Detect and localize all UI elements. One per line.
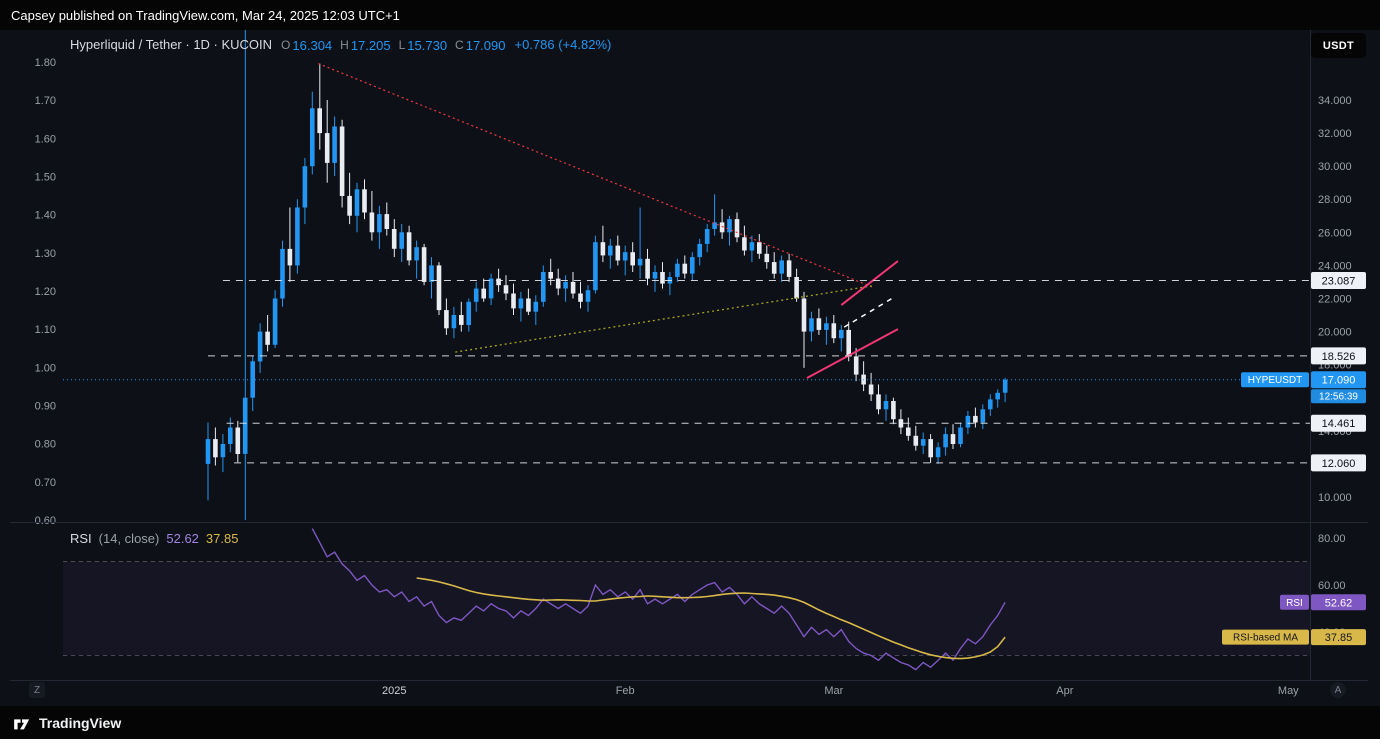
svg-text:May: May: [1278, 685, 1299, 697]
svg-text:2025: 2025: [382, 685, 406, 697]
ohlc-value: 15.730: [407, 38, 448, 53]
svg-text:Mar: Mar: [824, 685, 843, 697]
time-scale[interactable]: [0, 681, 1380, 706]
svg-text:1.40: 1.40: [35, 210, 56, 222]
svg-text:0.70: 0.70: [35, 477, 56, 489]
svg-text:22.000: 22.000: [1318, 294, 1352, 306]
ohlc-value: 17.090: [465, 38, 506, 53]
tradingview-brand: TradingView: [39, 714, 122, 731]
svg-text:1.60: 1.60: [35, 133, 56, 145]
svg-text:28.000: 28.000: [1318, 194, 1352, 206]
price-scale[interactable]: [1310, 30, 1380, 680]
svg-text:32.000: 32.000: [1318, 128, 1352, 140]
svg-text:60.00: 60.00: [1318, 580, 1346, 592]
svg-text:30.000: 30.000: [1318, 161, 1352, 173]
svg-text:0.60: 0.60: [35, 515, 56, 527]
symbol-title[interactable]: Hyperliquid / Tether · 1D · KUCOIN: [70, 37, 273, 52]
svg-text:HYPEUSDT: HYPEUSDT: [1248, 375, 1302, 386]
svg-text:1.10: 1.10: [35, 324, 56, 336]
svg-text:1.50: 1.50: [35, 172, 56, 184]
rsi-indicator-params: (14, close): [98, 531, 160, 546]
svg-text:14.461: 14.461: [1322, 418, 1356, 430]
svg-text:18.526: 18.526: [1322, 351, 1356, 363]
svg-text:Apr: Apr: [1056, 685, 1073, 697]
svg-text:80.00: 80.00: [1318, 533, 1346, 545]
svg-text:12:56:39: 12:56:39: [1319, 392, 1358, 403]
timezone-button[interactable]: Z: [29, 682, 45, 698]
auto-scale-button[interactable]: A: [1330, 682, 1346, 698]
svg-text:12.060: 12.060: [1322, 458, 1356, 470]
ohlc-values: O 16.304 H 17.205 L 15.730 C 17.090: [281, 38, 505, 53]
svg-text:1.30: 1.30: [35, 248, 56, 260]
rsi-indicator-title[interactable]: RSI: [70, 531, 92, 546]
ohlc-value: 17.205: [350, 38, 391, 53]
svg-text:1.00: 1.00: [35, 362, 56, 374]
svg-text:20.000: 20.000: [1318, 327, 1352, 339]
svg-text:RSI-based MA: RSI-based MA: [1233, 633, 1298, 644]
svg-text:23.087: 23.087: [1322, 276, 1356, 288]
svg-text:RSI: RSI: [1286, 598, 1303, 609]
svg-text:26.000: 26.000: [1318, 227, 1352, 239]
publish-banner: Capsey published on TradingView.com, Mar…: [0, 0, 1380, 30]
chart-legend: Hyperliquid / Tether · 1D · KUCOIN O 16.3…: [70, 37, 611, 53]
ohlc-label: C: [455, 38, 464, 52]
svg-text:52.62: 52.62: [1325, 597, 1353, 609]
change-value: +0.786 (+4.82%): [514, 37, 612, 52]
svg-text:0.80: 0.80: [35, 439, 56, 451]
ohlc-label: H: [340, 38, 349, 52]
svg-text:17.090: 17.090: [1322, 375, 1356, 387]
ohlc-value: 16.304: [292, 38, 333, 53]
svg-text:1.20: 1.20: [35, 286, 56, 298]
currency-unit-button[interactable]: USDT: [1311, 33, 1366, 58]
ohlc-label: O: [281, 38, 291, 52]
svg-text:0.90: 0.90: [35, 401, 56, 413]
tradingview-logo-icon[interactable]: [12, 713, 32, 733]
footer: TradingView: [0, 706, 1380, 739]
svg-text:1.70: 1.70: [35, 95, 56, 107]
ohlc-label: L: [398, 38, 406, 52]
svg-text:34.000: 34.000: [1318, 95, 1352, 107]
svg-text:10.000: 10.000: [1318, 492, 1352, 504]
svg-text:1.80: 1.80: [35, 57, 56, 69]
rsi-ma-value: 37.85: [205, 531, 239, 546]
publish-banner-text: Capsey published on TradingView.com, Mar…: [11, 7, 400, 23]
rsi-value: 52.62: [166, 531, 199, 546]
svg-text:24.000: 24.000: [1318, 260, 1352, 272]
rsi-legend: RSI (14, close) 52.62 37.85: [70, 531, 238, 546]
svg-text:Feb: Feb: [616, 685, 635, 697]
svg-text:37.85: 37.85: [1325, 632, 1353, 644]
